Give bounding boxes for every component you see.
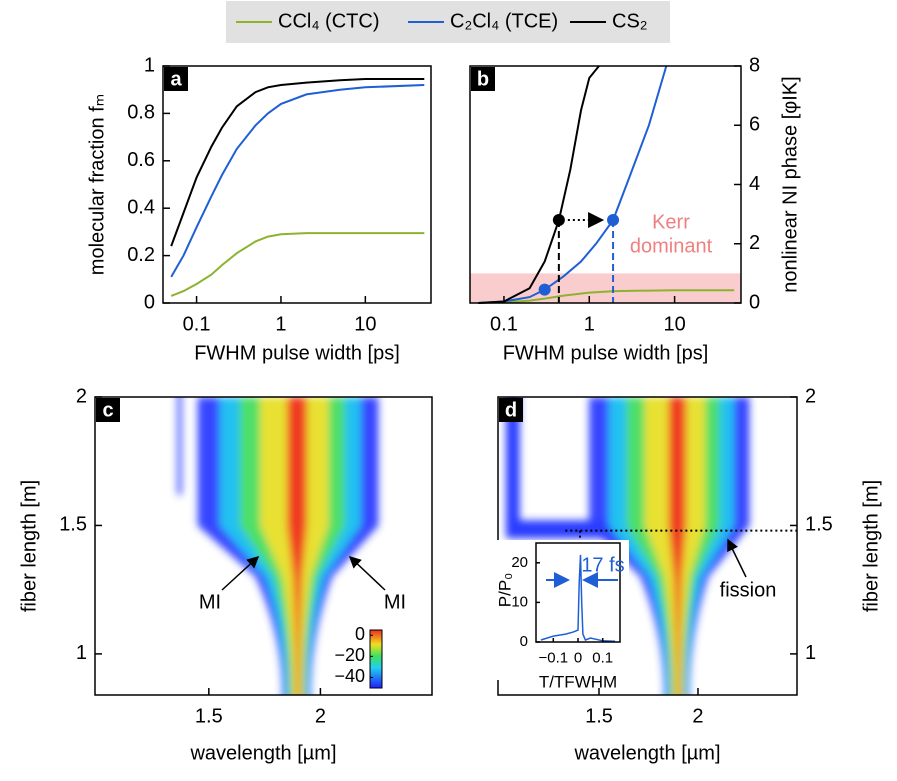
- y-tick-label: 8: [749, 54, 760, 76]
- y-tick-label: 1.5: [59, 514, 87, 536]
- x-tick-label: 10: [663, 313, 685, 335]
- plot-frame: [94, 396, 433, 696]
- spectrogram: [177, 397, 379, 695]
- x-axis-title: FWHM pulse width [ps]: [194, 342, 400, 364]
- y-tick-label: 0.4: [127, 196, 155, 218]
- x-tick-label: 10: [354, 313, 376, 335]
- y-tick-label: 0: [749, 291, 760, 313]
- colorbar: [369, 629, 383, 689]
- x-tick-label: 0.1: [490, 313, 518, 335]
- kerr-band: [470, 273, 741, 303]
- spectral-layer: [668, 397, 686, 695]
- x-axis-title: FWHM pulse width [ps]: [503, 342, 709, 364]
- x-axis-title: wavelength [µm]: [573, 742, 720, 764]
- colorbar-label: 0: [355, 624, 365, 644]
- annotation-arrow: [348, 555, 386, 591]
- panel-label-box: [164, 67, 188, 91]
- panel-label-box: [471, 67, 495, 91]
- y-tick-label: 2: [76, 385, 87, 407]
- x-tick-label: 1: [584, 313, 595, 335]
- annotation: MI: [199, 591, 221, 613]
- y-tick-label: 0: [144, 291, 155, 313]
- x-tick-label: 2: [692, 705, 703, 727]
- inset-bg: [497, 540, 629, 680]
- series-line: [170, 78, 425, 247]
- x-axis-title: wavelength [µm]: [189, 742, 336, 764]
- colorbar-label: −20: [334, 645, 365, 665]
- plot-frame: [162, 65, 432, 304]
- panel-label-box: [499, 398, 523, 422]
- x-tick-label: 0.1: [183, 313, 211, 335]
- y-axis-title: fiber length [m]: [860, 480, 882, 612]
- spectrogram-blur: [505, 397, 750, 695]
- annotation: MI: [384, 591, 406, 613]
- panel-label: b: [477, 68, 489, 90]
- annotation: fission: [720, 579, 777, 601]
- y-tick-label: 0.8: [127, 102, 155, 124]
- y-tick-label: 0.6: [127, 149, 155, 171]
- series-line: [170, 232, 425, 297]
- y-tick-label: 1: [76, 642, 87, 664]
- y-tick-label: 0.2: [127, 244, 155, 266]
- band-label: Kerr: [652, 212, 690, 234]
- y-tick-label: 2: [805, 385, 816, 407]
- marker: [607, 214, 620, 227]
- plot-frame: [535, 542, 621, 643]
- y-tick-label: 0: [520, 633, 528, 650]
- spectrogram-blur: [177, 397, 379, 695]
- legend-label: C₂Cl₄ (TCE): [450, 10, 558, 32]
- series-line: [478, 289, 735, 304]
- annotation-arrow: [221, 555, 260, 591]
- y-tick-label: 1.5: [805, 514, 833, 536]
- panel-label: d: [505, 399, 517, 421]
- y-axis-title: nonlinear NI phase [φIK]: [779, 76, 801, 292]
- panel-label: c: [102, 399, 113, 421]
- x-tick-label: 1.5: [585, 705, 613, 727]
- legend-label: CS₂: [612, 10, 648, 32]
- y-tick-label: 1: [805, 642, 816, 664]
- series-line: [478, 65, 668, 304]
- inset-y-title: P/P₀: [495, 573, 514, 607]
- series-line: [540, 554, 616, 642]
- y-axis-title: fiber length [m]: [18, 480, 40, 612]
- panel-label-box: [96, 398, 120, 422]
- panel-label: a: [170, 68, 182, 90]
- x-tick-label: 0: [574, 649, 582, 666]
- x-tick-label: 1: [275, 313, 286, 335]
- legend-label: CCl₄ (CTC): [278, 10, 379, 32]
- x-tick-label: 0.1: [592, 649, 613, 666]
- y-tick-label: 6: [749, 114, 760, 136]
- marker: [538, 283, 551, 296]
- y-axis-title: molecular fraction fₘ: [86, 94, 108, 275]
- y-tick-label: 4: [749, 173, 760, 195]
- colorbar-label: −40: [334, 666, 365, 686]
- y-tick-label: 2: [749, 232, 760, 254]
- marker: [552, 214, 565, 227]
- width-label: 17 fs: [581, 554, 624, 576]
- y-tick-label: 20: [511, 554, 528, 571]
- annotation-arrow: [727, 538, 747, 578]
- x-tick-label: 2: [315, 705, 326, 727]
- y-tick-label: 1: [144, 54, 155, 76]
- y-tick-label: 10: [511, 593, 528, 610]
- band-label: dominant: [630, 236, 713, 258]
- spectrogram: [505, 397, 750, 695]
- stray-line: [177, 397, 182, 495]
- series-line: [478, 65, 600, 304]
- series-line: [170, 84, 425, 278]
- x-tick-label: 1.5: [195, 705, 223, 727]
- x-tick-label: −0.1: [538, 649, 568, 666]
- inset-x-title: T/TFWHM: [539, 672, 617, 691]
- plot-frame: [469, 65, 742, 304]
- spectral-layer: [287, 397, 307, 695]
- dispersive-band: [505, 397, 520, 531]
